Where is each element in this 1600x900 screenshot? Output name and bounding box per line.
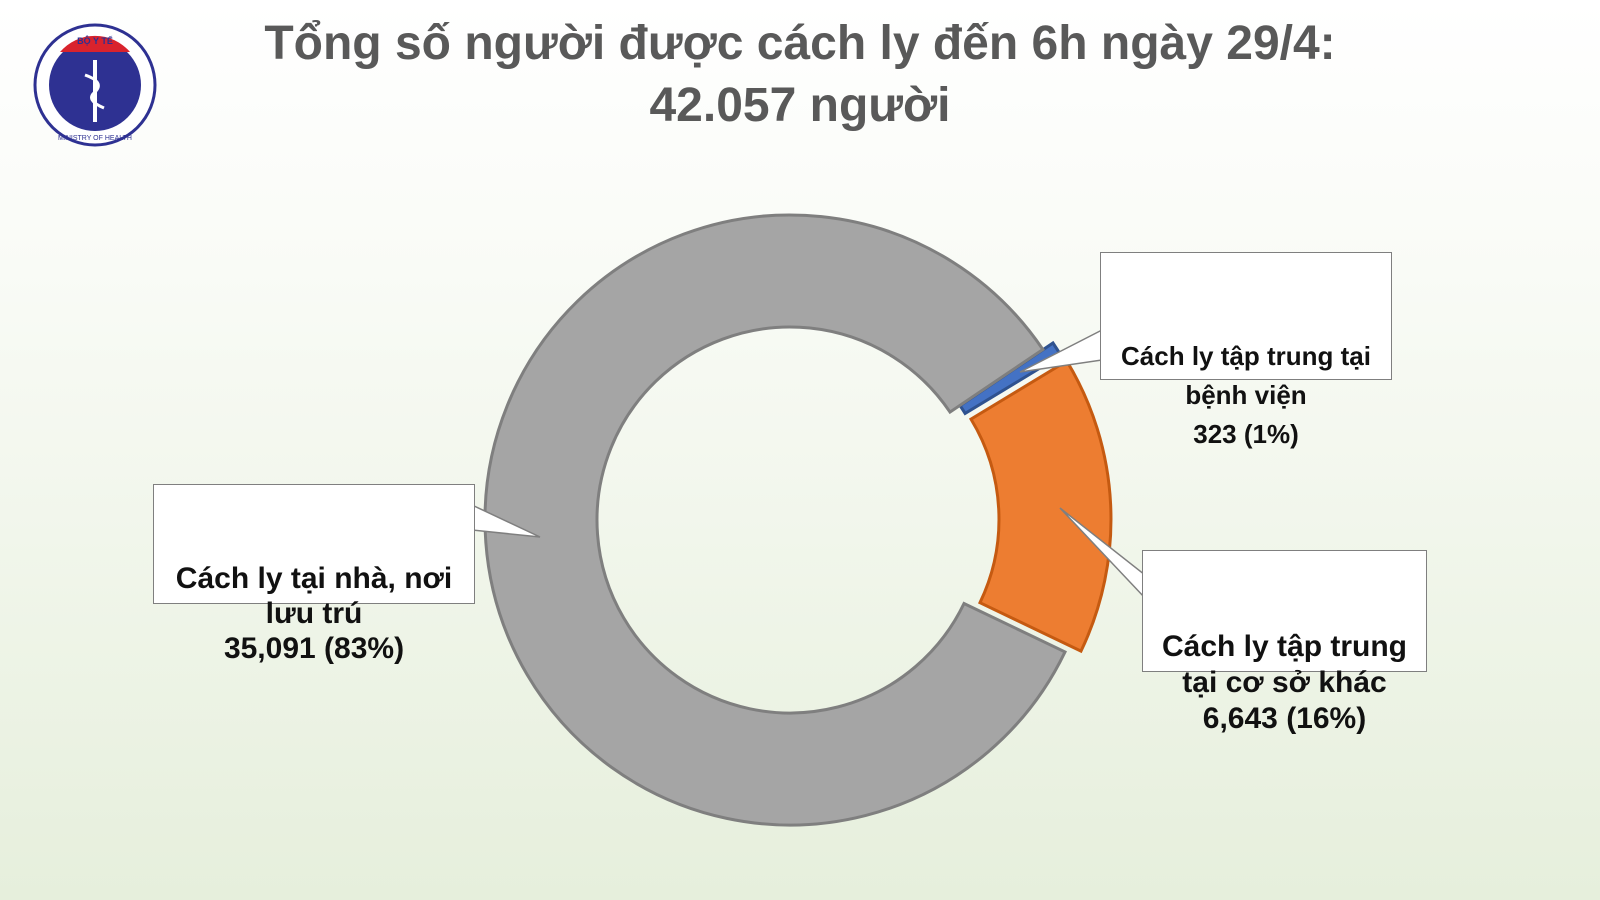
callout-box: Cách ly tại nhà, nơi lưu trú 35,091 (83%)	[153, 484, 475, 665]
callout-box: Cách ly tập trung tại bệnh viện 323 (1%)	[1100, 252, 1392, 449]
logo-band	[60, 35, 130, 52]
logo-snake	[84, 73, 105, 110]
callout-box: Cách ly tập trung tại cơ sở khác 6,643 (1…	[1142, 550, 1427, 735]
logo-bottom-text: MINISTRY OF HEALTH	[58, 135, 132, 142]
chart-subtitle: 42.057 người	[649, 79, 951, 132]
category-label: Cách ly tại nhà, nơi lưu trú	[175, 562, 453, 630]
value-label: 35,091 (83%)	[223, 632, 405, 665]
chart-title: Tổng số người được cách ly đến 6h ngày 2…	[264, 17, 1336, 70]
category-label: Cách ly tập trung tại cơ sở khác	[1161, 630, 1408, 699]
logo: BỘ Y TẾ MINISTRY OF HEALTH	[33, 23, 157, 147]
callouts	[471, 328, 1146, 600]
value-label: 323 (1%)	[1193, 419, 1299, 449]
logo-top-text: BỘ Y TẾ	[77, 35, 113, 46]
donut-slice	[968, 358, 1113, 654]
donut-slice	[483, 213, 1068, 827]
value-label: 6,643 (16%)	[1202, 702, 1367, 735]
category-label: Cách ly tập trung tại bệnh viện	[1121, 341, 1371, 410]
